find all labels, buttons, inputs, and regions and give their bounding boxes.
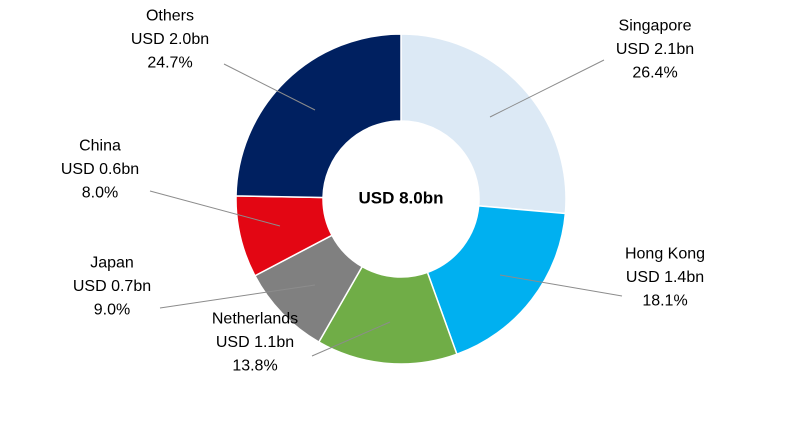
category-label: Hong Kong <box>625 246 705 263</box>
category-label: Singapore <box>619 18 692 35</box>
leader-line <box>149 190 281 227</box>
category-label: Netherlands <box>212 311 298 328</box>
amount-label: USD 0.7bn <box>73 278 151 295</box>
amount-label: USD 0.6bn <box>61 161 139 178</box>
value-label: 26.4% <box>632 65 677 82</box>
category-label: China <box>79 138 121 155</box>
amount-label: USD 2.1bn <box>616 41 694 58</box>
slices <box>235 33 567 365</box>
amount-label: USD 1.1bn <box>216 334 294 351</box>
value-label: 8.0% <box>82 185 118 202</box>
amount-label: USD 2.0bn <box>131 31 209 48</box>
value-label: 18.1% <box>642 293 687 310</box>
leader-line <box>223 63 316 111</box>
value-label: 9.0% <box>94 302 130 319</box>
leader-line <box>499 274 623 297</box>
category-label: Japan <box>90 255 134 272</box>
value-label: 13.8% <box>232 358 277 375</box>
center-label: USD 8.0bn <box>358 188 443 207</box>
slice <box>235 33 402 199</box>
labels: Singapore USD 2.1bn 26.4% Hong Kong USD 1.4b… <box>61 8 705 375</box>
slice <box>426 205 567 356</box>
slice <box>400 33 567 215</box>
leader-line <box>311 321 391 357</box>
leader-line <box>159 284 316 309</box>
category-label: Others <box>146 8 194 25</box>
leader-line <box>489 59 605 118</box>
value-label: 24.7% <box>147 55 192 72</box>
amount-label: USD 1.4bn <box>626 269 704 286</box>
